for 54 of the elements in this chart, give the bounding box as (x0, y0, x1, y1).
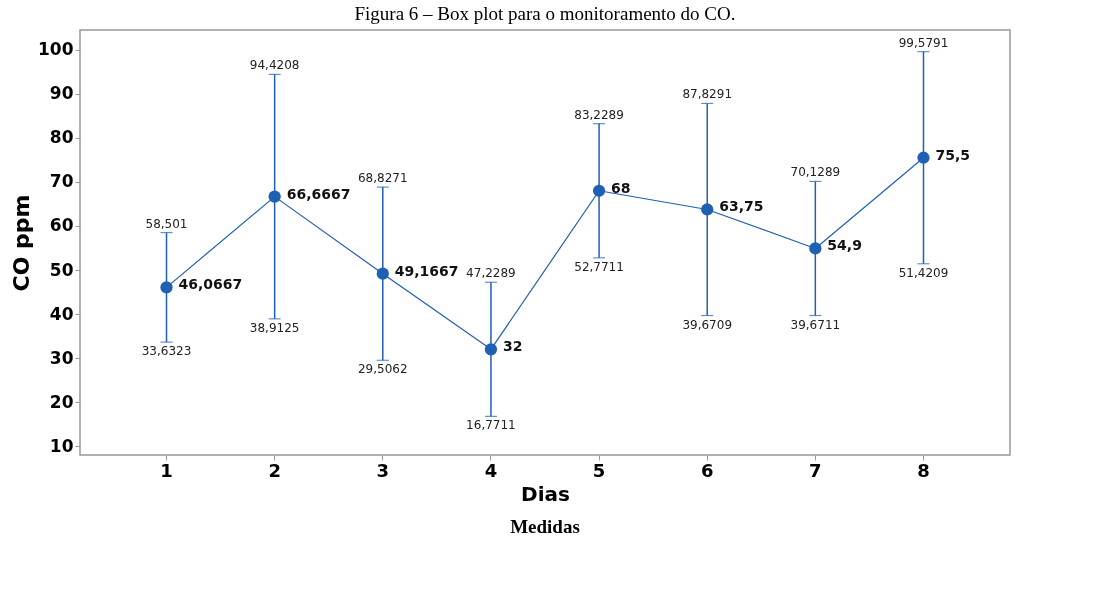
data-label: 75,5 (935, 146, 971, 163)
y-tick-label: 100 (38, 39, 74, 60)
data-label: 32 (502, 338, 523, 355)
point (484, 343, 498, 356)
point (160, 281, 173, 294)
x-tick-label: 8 (917, 459, 930, 481)
data-label: 66,6667 (286, 185, 351, 202)
annotation: 38,9125 (249, 320, 300, 335)
y-tick-label: 20 (49, 391, 74, 412)
y-tick-label: 30 (49, 347, 74, 368)
annotation: 47,2289 (466, 266, 516, 281)
y-tick-label: 90 (49, 83, 74, 104)
annotation: 39,6711 (790, 317, 841, 332)
data-label: 46,0667 (178, 276, 243, 293)
data-label: 49,1667 (394, 262, 459, 279)
data-label: 54,9 (827, 237, 862, 254)
point (809, 242, 822, 255)
x-tick-label: 4 (484, 459, 498, 481)
annotation: 83,2289 (574, 107, 624, 122)
annotation: 16,7711 (466, 418, 516, 433)
x-tick-label: 2 (268, 459, 281, 481)
annotation: 51,4209 (898, 265, 949, 280)
annotation: 29,5062 (357, 362, 408, 377)
y-tick-label: 60 (49, 215, 74, 236)
annotation: 58,501 (145, 216, 188, 231)
data-label: 68 (611, 179, 631, 196)
y-tick-label: 80 (49, 127, 74, 148)
x-axis-title: Dias (521, 481, 570, 506)
chart-title: Figura 6 – Box plot para o monitoramento do CO. (354, 3, 736, 24)
annotation: 94,4208 (249, 58, 300, 73)
y-tick-label: 70 (49, 171, 74, 192)
annotation: 39,6709 (682, 317, 733, 332)
point (376, 267, 389, 280)
x-tick-label: 5 (592, 459, 606, 481)
text: Medidas (510, 516, 580, 537)
y-tick-label: 10 (49, 435, 74, 456)
annotation: 87,8291 (682, 87, 733, 102)
data-label: 63,75 (719, 198, 764, 215)
point (268, 190, 281, 203)
point (592, 184, 606, 197)
y-axis-title: CO ppm (9, 194, 35, 292)
x-tick-label: 1 (160, 459, 173, 481)
annotation: 68,8271 (357, 171, 408, 186)
x-tick-label: 6 (700, 459, 714, 481)
point (701, 203, 714, 216)
annotation: 70,1289 (790, 165, 841, 180)
x-tick-label: 7 (809, 459, 822, 481)
annotation: 52,7711 (574, 259, 624, 274)
x-tick-label: 3 (376, 459, 390, 481)
annotation: 33,6323 (141, 344, 192, 359)
y-tick-label: 50 (49, 259, 74, 280)
annotation: 99,5791 (898, 35, 949, 50)
y-tick-label: 40 (49, 303, 74, 324)
point (917, 151, 930, 164)
